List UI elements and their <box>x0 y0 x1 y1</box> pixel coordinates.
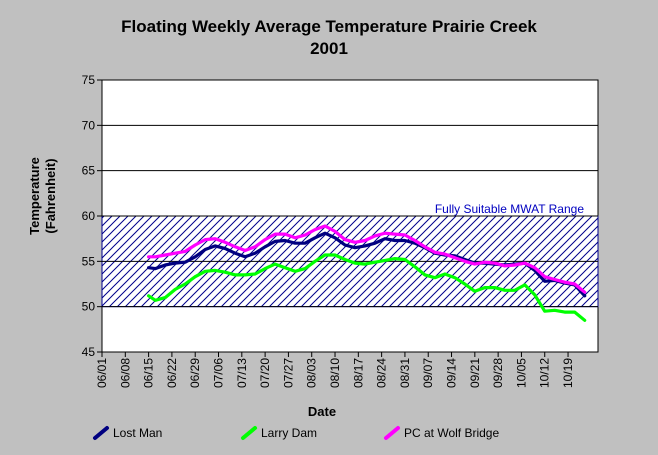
x-tick-label: 09/21 <box>468 358 482 388</box>
x-tick-label: 06/01 <box>95 358 109 388</box>
series-line-2 <box>147 224 587 294</box>
x-tick-label: 08/17 <box>351 358 365 388</box>
legend-label-1: Larry Dam <box>261 426 317 440</box>
x-tick-label: 06/29 <box>188 358 202 388</box>
legend-label-0: Lost Man <box>113 426 162 440</box>
y-axis-ticks: 45 50 55 60 65 70 75 <box>82 73 102 359</box>
x-tick-label: 07/20 <box>258 358 272 388</box>
series-line-1 <box>147 253 587 322</box>
legend-label-2: PC at Wolf Bridge <box>404 426 499 440</box>
legend-swatch-2 <box>384 426 400 440</box>
x-tick-label: 09/28 <box>491 358 505 388</box>
x-tick-label: 06/22 <box>165 358 179 388</box>
x-tick-label: 10/19 <box>561 358 575 388</box>
legend-swatch-0 <box>93 426 109 440</box>
x-tick-label: 10/12 <box>538 358 552 388</box>
y-tick-label: 75 <box>82 73 96 87</box>
x-axis-title: Date <box>308 404 336 419</box>
x-axis-ticks: 06/01 06/08 06/15 06/22 06/29 07/06 07/13 07/20… <box>95 352 575 388</box>
x-tick-label: 07/27 <box>281 358 295 388</box>
x-tick-label: 09/07 <box>421 358 435 388</box>
x-tick-label: 07/06 <box>212 358 226 388</box>
y-axis-title: Temperature <box>27 157 42 235</box>
y-tick-label: 45 <box>82 345 96 359</box>
y-tick-label: 70 <box>82 118 96 132</box>
chart-subtitle: 2001 <box>310 39 348 58</box>
x-tick-label: 08/03 <box>305 358 319 388</box>
y-tick-label: 50 <box>82 300 96 314</box>
x-tick-label: 08/31 <box>398 358 412 388</box>
legend: Lost Man Larry Dam PC at Wolf Bridge <box>93 426 499 440</box>
y-axis-unit: (Fahrenheit) <box>43 158 58 233</box>
y-tick-label: 60 <box>82 209 96 223</box>
x-tick-label: 08/10 <box>328 358 342 388</box>
y-tick-label: 65 <box>82 164 96 178</box>
chart-title: Floating Weekly Average Temperature Prai… <box>121 17 537 36</box>
x-tick-label: 06/08 <box>118 358 132 388</box>
x-tick-label: 09/14 <box>445 358 459 388</box>
x-tick-label: 06/15 <box>142 358 156 388</box>
mwat-range-label: Fully Suitable MWAT Range <box>435 202 584 216</box>
y-tick-label: 55 <box>82 254 96 268</box>
x-tick-label: 08/24 <box>375 358 389 388</box>
legend-swatch-1 <box>241 426 257 440</box>
x-tick-label: 10/05 <box>514 358 528 388</box>
series-lines <box>147 224 587 322</box>
x-tick-label: 07/13 <box>235 358 249 388</box>
